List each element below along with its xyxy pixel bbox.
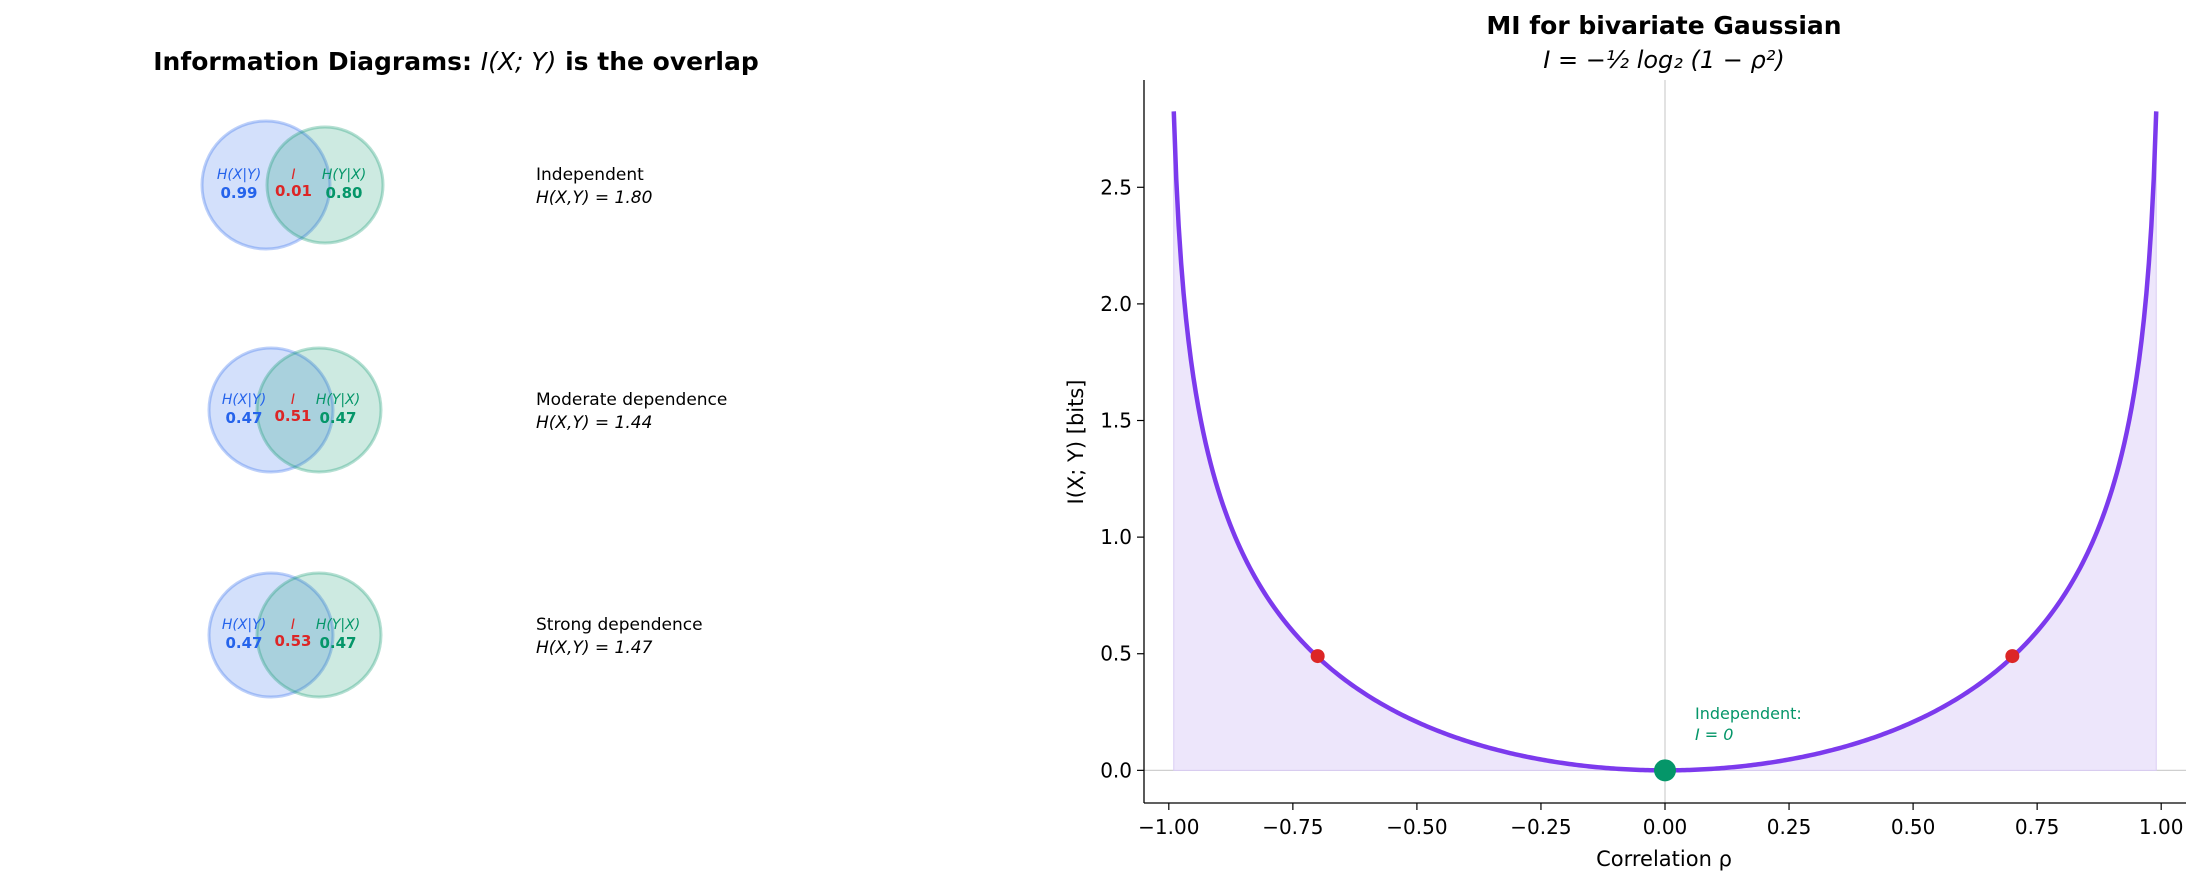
y-tick-label: 0.0 — [1100, 758, 1132, 782]
mutual-info-value: 0.53 — [274, 632, 311, 650]
independent-zero-point — [1654, 759, 1676, 782]
h-y-given-x-value: 0.80 — [325, 184, 362, 202]
h-y-given-x-label: H(Y|X) — [316, 392, 360, 408]
plot-area — [1144, 80, 2186, 803]
mutual-info-value: 0.01 — [275, 182, 312, 200]
chart-subtitle: I = −½ log₂ (1 − ρ²) — [1543, 46, 1785, 74]
x-entropy-circle — [207, 346, 335, 474]
info-diagrams-panel: Information Diagrams: I(X; Y) is the ove… — [153, 47, 759, 699]
mutual-info-label: I — [291, 167, 295, 183]
y-entropy-circle — [255, 571, 383, 699]
x-tick-label: 0.50 — [1891, 815, 1936, 839]
x-entropy-circle — [200, 119, 332, 251]
x-tick-label: 0.00 — [1643, 815, 1688, 839]
h-x-given-y-label: H(X|Y) — [222, 617, 266, 633]
y-axis-label: I(X; Y) [bits] — [1064, 380, 1088, 505]
x-tick-label: 1.00 — [2139, 815, 2184, 839]
h-x-given-y-label: H(X|Y) — [222, 392, 266, 408]
joint-entropy-label: H(X,Y) = 1.47 — [536, 638, 653, 658]
h-y-given-x-value: 0.47 — [319, 634, 356, 652]
x-tick-label: −0.50 — [1386, 815, 1447, 839]
y-entropy-circle — [265, 125, 385, 245]
independent-annotation-line1: Independent: — [1695, 704, 1802, 723]
left-panel-title: Information Diagrams: I(X; Y) is the ove… — [153, 47, 759, 76]
mutual-info-label: I — [291, 617, 295, 633]
h-y-given-x-value: 0.47 — [319, 409, 356, 427]
h-y-given-x-label: H(Y|X) — [322, 167, 366, 183]
mutual-info-value: 0.51 — [274, 407, 311, 425]
x-tick-label: −1.00 — [1138, 815, 1199, 839]
x-entropy-circle — [207, 571, 335, 699]
y-tick-label: 2.5 — [1100, 175, 1132, 199]
joint-entropy-label: H(X,Y) = 1.44 — [536, 413, 652, 433]
h-x-given-y-value: 0.99 — [220, 184, 257, 202]
y-tick-label: 0.5 — [1100, 642, 1132, 666]
h-x-given-y-value: 0.47 — [225, 409, 262, 427]
highlight-point-1 — [1310, 649, 1325, 664]
mutual-info-label: I — [291, 392, 295, 408]
x-tick-label: −0.75 — [1262, 815, 1323, 839]
chart-title: MI for bivariate Gaussian — [1486, 11, 1841, 40]
venn-diagram-list: H(X|Y)0.99I0.01H(Y|X)0.80IndependentH(X,… — [200, 119, 727, 699]
x-tick-label: 0.75 — [2015, 815, 2060, 839]
x-axis-ticks: −1.00 −0.75 −0.50 −0.25 0.00 0.25 0.50 0.75 1.00 — [1138, 803, 2183, 839]
joint-entropy-label: H(X,Y) = 1.80 — [536, 188, 652, 208]
x-axis-label: Correlation ρ — [1596, 847, 1732, 871]
y-tick-label: 1.5 — [1100, 409, 1132, 433]
y-entropy-circle — [255, 346, 383, 474]
y-axis-ticks: 0.0 0.5 1.0 1.5 2.0 2.5 — [1100, 175, 1144, 782]
dependence-description: Independent — [536, 165, 644, 185]
x-tick-label: 0.25 — [1767, 815, 1812, 839]
mi-chart: MI for bivariate Gaussian I = −½ log₂ (1… — [1064, 11, 2186, 871]
highlight-point-2 — [2005, 649, 2020, 664]
venn-diagram-1: H(X|Y)0.99 I0.01 H(Y|X)0.80 Independent H(X,… — [200, 119, 652, 251]
h-x-given-y-label: H(X|Y) — [217, 167, 261, 183]
h-y-given-x-label: H(Y|X) — [316, 617, 360, 633]
dependence-description: Moderate dependence — [536, 390, 727, 410]
independent-annotation-line2: I = 0 — [1695, 725, 1733, 744]
dependence-description: Strong dependence — [536, 615, 703, 635]
x-tick-label: −0.25 — [1510, 815, 1571, 839]
y-tick-label: 2.0 — [1100, 292, 1132, 316]
h-x-given-y-value: 0.47 — [225, 634, 262, 652]
y-tick-label: 1.0 — [1100, 525, 1132, 549]
